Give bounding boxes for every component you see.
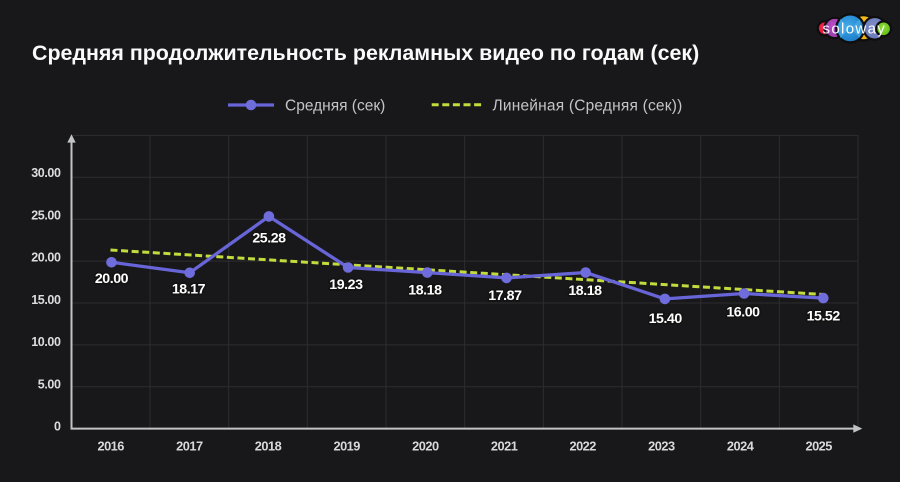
svg-text:Средняя (сек): Средняя (сек) <box>285 98 385 115</box>
svg-text:2017: 2017 <box>176 439 203 454</box>
svg-text:25.28: 25.28 <box>252 231 286 247</box>
svg-text:Линейная (Средняя (сек)): Линейная (Средняя (сек)) <box>493 98 683 115</box>
svg-text:16.00: 16.00 <box>726 305 760 321</box>
svg-text:soloway: soloway <box>823 21 887 38</box>
svg-text:2022: 2022 <box>569 439 596 454</box>
svg-text:15.00: 15.00 <box>31 293 61 307</box>
svg-text:2016: 2016 <box>97 439 124 454</box>
svg-text:2019: 2019 <box>333 439 360 454</box>
svg-text:17.87: 17.87 <box>488 288 522 304</box>
svg-text:0: 0 <box>54 419 61 433</box>
svg-text:20.00: 20.00 <box>95 271 129 287</box>
svg-text:2025: 2025 <box>805 439 832 454</box>
svg-text:18.18: 18.18 <box>408 282 442 298</box>
svg-text:18.18: 18.18 <box>568 283 602 299</box>
svg-text:25.00: 25.00 <box>31 208 61 222</box>
svg-text:Средняя продолжительность рекл: Средняя продолжительность рекламных виде… <box>32 41 699 65</box>
svg-text:2023: 2023 <box>648 439 675 454</box>
svg-text:2020: 2020 <box>412 439 439 454</box>
svg-text:10.00: 10.00 <box>31 335 61 349</box>
svg-text:2024: 2024 <box>727 439 755 454</box>
svg-text:5.00: 5.00 <box>38 377 61 391</box>
svg-text:15.52: 15.52 <box>807 308 841 324</box>
svg-text:2021: 2021 <box>491 439 518 454</box>
svg-text:2018: 2018 <box>255 439 282 454</box>
svg-text:18.17: 18.17 <box>172 281 206 297</box>
svg-text:20.00: 20.00 <box>31 251 61 265</box>
svg-text:19.23: 19.23 <box>329 277 363 293</box>
svg-text:30.00: 30.00 <box>31 166 61 180</box>
svg-text:15.40: 15.40 <box>649 311 683 327</box>
